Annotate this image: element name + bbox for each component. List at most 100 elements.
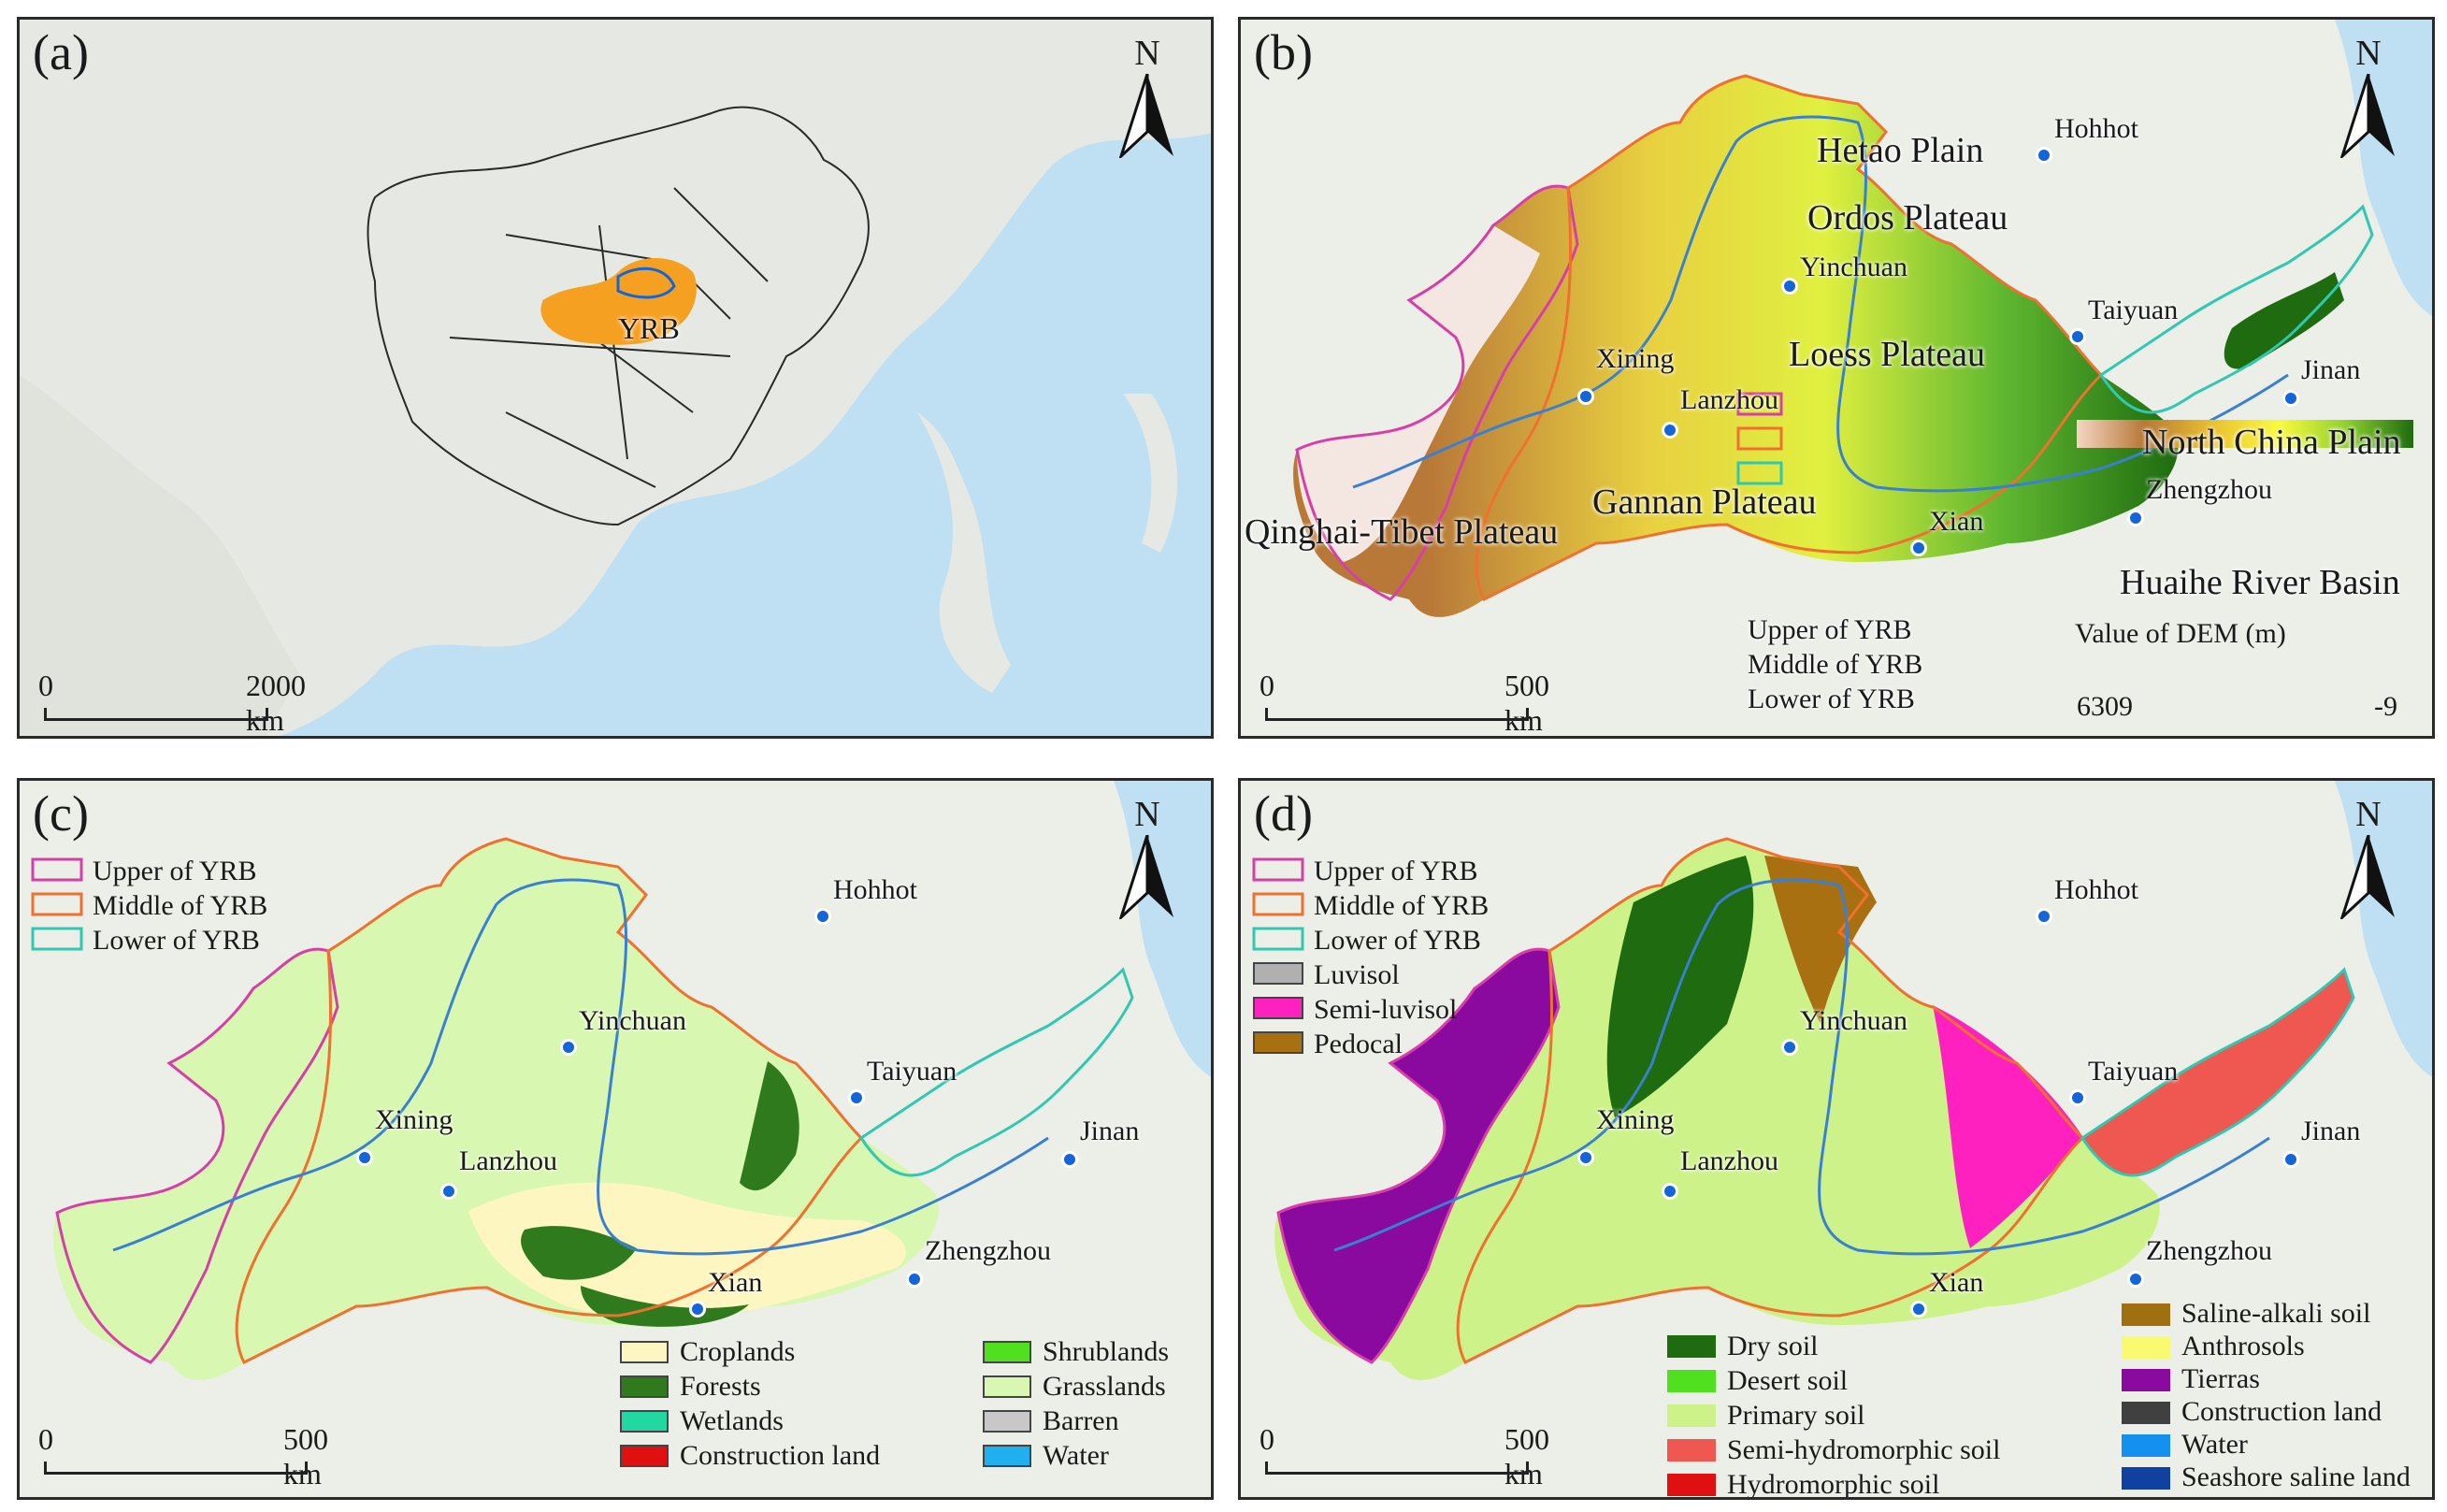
city-taiyuan: Taiyuan	[2088, 295, 2179, 325]
city-dot-jinan	[2282, 1151, 2299, 1168]
city-dot-taiyuan	[848, 1089, 865, 1106]
legend-tierras: Tierras	[2181, 1363, 2260, 1394]
scale-end: 500 km	[1504, 669, 1549, 737]
region-ordos-plateau: Ordos Plateau	[1807, 198, 2008, 238]
legend-wetlands: Wetlands	[680, 1405, 784, 1436]
panel-a-label: (a)	[33, 24, 89, 80]
dem-legend-max: 6309	[2077, 691, 2133, 722]
city-dot-jinan	[2282, 390, 2299, 407]
legend-water: Water	[2181, 1429, 2248, 1460]
legend-semi-hydromorphic-soil: Semi-hydromorphic soil	[1727, 1434, 2001, 1465]
north-arrow-icon	[1119, 835, 1173, 919]
soil-map	[1241, 781, 2432, 1497]
city-dot-taiyuan	[2069, 1089, 2086, 1106]
city-dot-zhengzhou	[906, 1271, 923, 1288]
panel-c: (c) Upper of YRB Middle of YRB Lower of …	[17, 778, 1214, 1500]
city-jinan: Jinan	[2301, 354, 2361, 385]
city-hohhot: Hohhot	[2054, 113, 2138, 144]
city-xian: Xian	[1929, 506, 1984, 537]
city-dot-xining	[1577, 388, 1594, 405]
city-lanzhou: Lanzhou	[1680, 1145, 1778, 1176]
legend-water: Water	[1043, 1440, 1109, 1471]
legend-lower: Lower of YRB	[1748, 684, 1915, 714]
region-loess-plateau: Loess Plateau	[1789, 335, 1986, 374]
city-yinchuan: Yinchuan	[1800, 252, 1907, 282]
legend-saline-alkali-soil: Saline-alkali soil	[2181, 1298, 2371, 1329]
legend-construction-land: Construction land	[680, 1440, 881, 1471]
legend-croplands: Croplands	[680, 1336, 796, 1367]
city-zhengzhou: Zhengzhou	[2146, 474, 2272, 505]
panel-b: (b) Hohhot Yinchuan Taiyuan Xining Lanzh…	[1238, 17, 2435, 739]
city-dot-xian	[689, 1301, 706, 1318]
scale-start: 0	[38, 669, 53, 702]
city-dot-xining	[356, 1149, 373, 1166]
scale-start: 0	[38, 1422, 53, 1456]
city-dot-zhengzhou	[2127, 510, 2144, 526]
city-zhengzhou: Zhengzhou	[2146, 1235, 2272, 1266]
panel-b-label: (b)	[1254, 24, 1313, 80]
dem-map	[1241, 20, 2432, 736]
city-dot-yinchuan	[1781, 278, 1798, 295]
north-letter: N	[2355, 34, 2382, 73]
legend-upper: Upper of YRB	[1748, 614, 1912, 645]
city-jinan: Jinan	[2301, 1116, 2361, 1146]
city-lanzhou: Lanzhou	[1680, 384, 1778, 415]
city-yinchuan: Yinchuan	[1800, 1005, 1907, 1036]
panel-d-label: (d)	[1254, 785, 1313, 842]
legend-middle: Middle of YRB	[93, 890, 268, 921]
panel-a: (a) YRB N 0 2000 km	[17, 17, 1214, 739]
region-hetao-plain: Hetao Plain	[1817, 131, 1984, 170]
scale-start: 0	[1259, 669, 1274, 702]
city-xian: Xian	[1929, 1267, 1984, 1298]
city-zhengzhou: Zhengzhou	[925, 1235, 1051, 1266]
city-dot-hohhot	[2036, 147, 2052, 164]
legend-forests: Forests	[680, 1371, 761, 1402]
city-dot-hohhot	[2036, 908, 2052, 925]
city-taiyuan: Taiyuan	[867, 1056, 957, 1087]
north-letter: N	[2355, 795, 2382, 834]
city-dot-lanzhou	[1662, 422, 1678, 439]
city-xining: Xining	[375, 1104, 453, 1135]
city-dot-lanzhou	[1662, 1183, 1678, 1200]
city-dot-yinchuan	[1781, 1039, 1798, 1056]
city-xian: Xian	[708, 1267, 763, 1298]
scale-start: 0	[1259, 1422, 1274, 1456]
city-hohhot: Hohhot	[833, 874, 917, 905]
legend-upper: Upper of YRB	[1314, 856, 1478, 886]
legend-construction-land: Construction land	[2181, 1396, 2382, 1427]
yrb-label: YRB	[618, 311, 680, 345]
north-letter: N	[1134, 795, 1160, 834]
dem-legend-min: -9	[2374, 691, 2397, 722]
scale-end: 2000 km	[246, 669, 306, 737]
region-qinghai-tibet-plateau: Qinghai-Tibet Plateau	[1245, 512, 1559, 552]
city-dot-zhengzhou	[2127, 1271, 2144, 1288]
north-arrow-icon	[2340, 835, 2395, 919]
panel-c-label: (c)	[33, 785, 89, 842]
legend-grasslands: Grasslands	[1043, 1371, 1166, 1402]
legend-anthrosols: Anthrosols	[2181, 1331, 2305, 1361]
legend-upper: Upper of YRB	[93, 856, 257, 886]
legend-middle: Middle of YRB	[1314, 890, 1490, 921]
north-letter: N	[1134, 34, 1160, 73]
legend-shrublands: Shrublands	[1043, 1336, 1169, 1367]
legend-pedocal: Pedocal	[1314, 1029, 1403, 1059]
city-dot-taiyuan	[2069, 328, 2086, 345]
region-gannan-plateau: Gannan Plateau	[1592, 482, 1817, 522]
legend-desert-soil: Desert soil	[1727, 1365, 1849, 1396]
city-dot-xian	[1910, 540, 1927, 556]
legend-middle: Middle of YRB	[1748, 649, 1923, 680]
region-north-china-plain: North China Plain	[2142, 423, 2401, 462]
north-arrow-icon	[2340, 74, 2395, 158]
legend-hydromorphic-soil: Hydromorphic soil	[1727, 1469, 1940, 1500]
legend-dry-soil: Dry soil	[1727, 1331, 1819, 1361]
overview-map	[20, 20, 1211, 736]
city-lanzhou: Lanzhou	[459, 1145, 557, 1176]
city-yinchuan: Yinchuan	[579, 1005, 686, 1036]
legend-lower: Lower of YRB	[93, 925, 260, 956]
city-dot-yinchuan	[560, 1039, 577, 1056]
city-dot-hohhot	[814, 908, 831, 925]
city-jinan: Jinan	[1080, 1116, 1140, 1146]
city-taiyuan: Taiyuan	[2088, 1056, 2179, 1087]
city-dot-xining	[1577, 1149, 1594, 1166]
legend-semi-luvisol: Semi-luvisol	[1314, 994, 1458, 1025]
